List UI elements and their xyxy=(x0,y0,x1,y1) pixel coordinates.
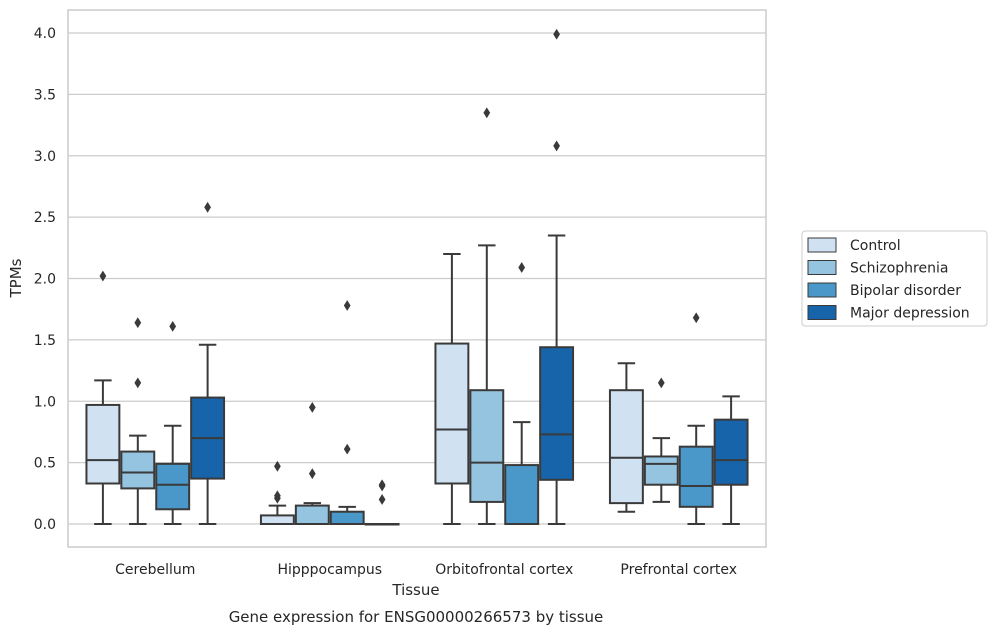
box-body xyxy=(434,342,470,485)
legend-label: Control xyxy=(850,238,901,254)
y-tick-label: 1.0 xyxy=(34,394,56,410)
box-2-1 xyxy=(329,300,365,526)
legend-frame xyxy=(801,230,988,327)
y-tick-label: 2.0 xyxy=(34,272,56,288)
plot-area xyxy=(85,28,749,526)
outlier-point xyxy=(169,320,177,332)
box-body xyxy=(294,504,330,525)
legend-label: Schizophrenia xyxy=(850,261,948,277)
box-3-1 xyxy=(364,479,400,526)
box-2-2 xyxy=(504,262,540,525)
box-body xyxy=(539,346,575,481)
y-tick-label: 0.0 xyxy=(34,517,56,533)
box-2-0 xyxy=(155,320,191,525)
y-tick-label: 1.5 xyxy=(34,333,56,349)
x-axis-ticks: Cerebellum Hipppocampus Orbitofrontal cort… xyxy=(115,562,737,578)
y-tick-label: 0.5 xyxy=(34,456,56,472)
x-tick-label: Orbitofrontal cortex xyxy=(435,562,573,578)
box-3-2 xyxy=(539,28,575,525)
legend-swatch xyxy=(807,260,837,275)
box-body xyxy=(643,455,679,486)
box-body xyxy=(85,403,121,485)
outlier-point xyxy=(134,377,142,389)
outlier-point xyxy=(134,317,142,329)
legend-swatch xyxy=(807,282,837,298)
box-1-2 xyxy=(469,107,505,525)
plot-frame xyxy=(67,9,767,548)
box-0-2 xyxy=(434,252,470,525)
y-axis-title: TPMs xyxy=(7,258,25,298)
outlier-point xyxy=(657,377,665,389)
outlier-point xyxy=(483,107,491,119)
box-body xyxy=(259,514,295,525)
outlier-point xyxy=(692,312,700,324)
outlier-point xyxy=(308,468,316,480)
outlier-point xyxy=(343,443,351,455)
legend-label: Major depression xyxy=(850,306,970,322)
box-1-1 xyxy=(294,401,330,525)
box-body xyxy=(120,450,156,490)
y-tick-label: 3.5 xyxy=(34,87,56,103)
x-tick-label: Prefrontal cortex xyxy=(620,562,737,578)
outlier-point xyxy=(343,300,351,311)
grid xyxy=(68,32,766,525)
x-tick-label: Cerebellum xyxy=(115,562,195,578)
box-3-3 xyxy=(713,395,749,525)
box-body xyxy=(678,445,714,508)
outlier-point xyxy=(378,494,386,505)
x-tick-label: Hipppocampus xyxy=(277,562,382,578)
y-tick-label: 2.5 xyxy=(34,210,56,226)
box-0-0 xyxy=(85,270,121,525)
legend: Control Schizophrenia Bipolar disorder Majo… xyxy=(801,230,988,327)
y-axis-ticks: 0.0 0.5 1.0 1.5 2.0 2.5 3.0 3.5 4.0 xyxy=(34,26,56,533)
box-body xyxy=(469,389,505,503)
chart-caption: Gene expression for ENSG00000266573 by t… xyxy=(229,608,604,626)
outlier-point xyxy=(274,460,281,472)
legend-swatch xyxy=(807,237,837,253)
outlier-point xyxy=(518,262,526,273)
outlier-point xyxy=(308,401,316,413)
box-3-0 xyxy=(190,201,226,525)
box-0-3 xyxy=(608,362,644,513)
legend-swatch xyxy=(807,305,837,320)
outlier-point xyxy=(378,479,386,491)
outlier-point xyxy=(553,140,560,152)
box-2-3 xyxy=(678,312,714,525)
outlier-point xyxy=(204,201,211,213)
y-tick-label: 4.0 xyxy=(34,26,56,42)
outlier-point xyxy=(274,490,281,502)
box-body xyxy=(713,418,749,486)
legend-label: Bipolar disorder xyxy=(850,283,961,299)
box-body xyxy=(329,510,365,526)
box-1-3 xyxy=(643,377,679,503)
x-axis-title: Tissue xyxy=(391,581,439,599)
box-body xyxy=(155,462,191,511)
outlier-point xyxy=(553,28,560,40)
y-tick-label: 3.0 xyxy=(34,149,56,165)
box-1-0 xyxy=(120,317,156,525)
box-body xyxy=(504,464,540,525)
box-0-1 xyxy=(259,460,295,525)
outlier-point xyxy=(99,270,107,282)
box-body xyxy=(608,389,644,505)
